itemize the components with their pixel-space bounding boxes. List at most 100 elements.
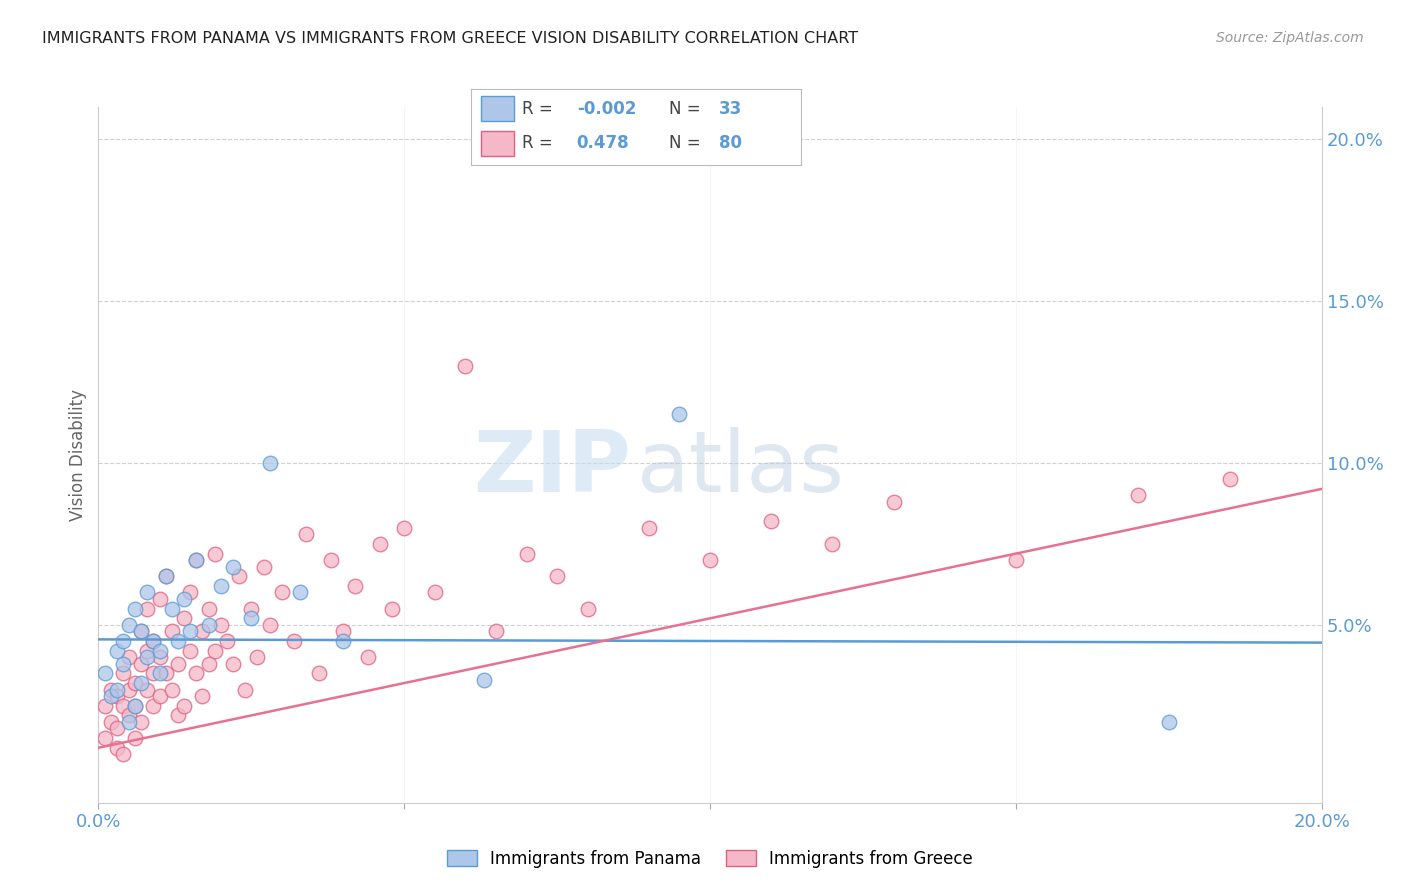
Point: [240, 611, 263, 625]
Point: [111, 666, 134, 681]
Point: [149, 689, 172, 703]
Point: [356, 650, 378, 665]
Point: [240, 601, 263, 615]
Point: [167, 657, 190, 671]
Point: [105, 682, 128, 697]
Point: [576, 601, 599, 615]
Point: [160, 601, 183, 615]
Point: [222, 559, 245, 574]
Point: [283, 634, 305, 648]
Point: [308, 666, 330, 681]
Point: [344, 579, 367, 593]
Point: [259, 456, 281, 470]
Point: [105, 643, 128, 657]
Point: [118, 650, 141, 665]
Point: [142, 634, 165, 648]
Point: [186, 553, 208, 567]
Point: [105, 740, 128, 755]
Point: [821, 537, 844, 551]
Point: [118, 708, 141, 723]
Point: [155, 569, 177, 583]
Point: [215, 634, 238, 648]
Point: [149, 666, 172, 681]
Point: [93, 731, 115, 745]
Point: [204, 643, 226, 657]
Text: N =: N =: [669, 135, 700, 153]
Text: 0.478: 0.478: [576, 135, 630, 153]
Point: [142, 698, 165, 713]
Point: [129, 657, 152, 671]
Point: [111, 657, 134, 671]
Point: [228, 569, 250, 583]
Point: [1128, 488, 1150, 502]
Point: [129, 624, 152, 639]
Point: [167, 708, 190, 723]
Text: Source: ZipAtlas.com: Source: ZipAtlas.com: [1216, 31, 1364, 45]
Point: [246, 650, 269, 665]
Point: [186, 553, 208, 567]
Point: [222, 657, 245, 671]
Point: [332, 624, 354, 639]
Point: [197, 657, 219, 671]
Text: 33: 33: [718, 100, 742, 118]
Text: R =: R =: [522, 100, 553, 118]
Point: [668, 408, 690, 422]
Point: [136, 585, 159, 599]
Point: [118, 714, 141, 729]
Point: [186, 666, 208, 681]
Point: [173, 611, 195, 625]
Point: [472, 673, 495, 687]
Point: [173, 591, 195, 606]
Point: [759, 514, 782, 528]
Point: [368, 537, 391, 551]
Point: [129, 676, 152, 690]
Point: [191, 689, 214, 703]
Point: [129, 714, 152, 729]
Point: [423, 585, 446, 599]
Point: [136, 643, 159, 657]
Point: [118, 617, 141, 632]
Point: [252, 559, 274, 574]
Point: [270, 585, 292, 599]
Point: [179, 643, 201, 657]
Point: [209, 617, 232, 632]
Point: [149, 650, 172, 665]
Point: [155, 666, 177, 681]
Y-axis label: Vision Disability: Vision Disability: [69, 389, 87, 521]
Point: [197, 617, 219, 632]
Point: [392, 521, 416, 535]
Point: [319, 553, 342, 567]
Point: [259, 617, 281, 632]
Point: [160, 624, 183, 639]
Point: [209, 579, 232, 593]
Point: [1157, 714, 1180, 729]
Text: R =: R =: [522, 135, 553, 153]
Point: [124, 731, 146, 745]
Point: [136, 650, 159, 665]
Point: [93, 666, 115, 681]
Point: [454, 359, 477, 373]
Point: [699, 553, 721, 567]
Point: [191, 624, 214, 639]
Point: [204, 547, 226, 561]
Point: [136, 682, 159, 697]
Point: [637, 521, 661, 535]
Point: [546, 569, 568, 583]
Point: [167, 634, 190, 648]
Point: [149, 591, 172, 606]
Point: [124, 601, 146, 615]
Text: 80: 80: [718, 135, 742, 153]
Point: [233, 682, 256, 697]
Point: [111, 634, 134, 648]
Point: [485, 624, 508, 639]
Point: [883, 495, 905, 509]
Point: [179, 624, 201, 639]
Point: [381, 601, 404, 615]
Text: ZIP: ZIP: [472, 427, 630, 510]
Point: [155, 569, 177, 583]
Point: [516, 547, 538, 561]
Point: [160, 682, 183, 697]
Point: [173, 698, 195, 713]
Point: [1219, 472, 1241, 486]
Point: [124, 698, 146, 713]
